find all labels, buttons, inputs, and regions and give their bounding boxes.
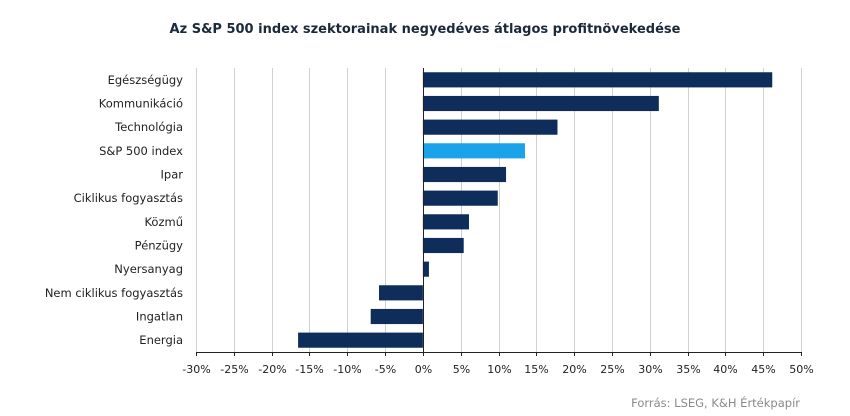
x-tick-label: -15% — [295, 363, 323, 376]
bars — [298, 72, 773, 348]
x-tick-label: 45% — [751, 363, 775, 376]
category-label: S&P 500 index — [99, 144, 183, 158]
bar — [422, 72, 773, 88]
x-tick-label: 40% — [713, 363, 737, 376]
category-label: Nem ciklikus fogyasztás — [45, 286, 183, 300]
category-label: Közmű — [144, 215, 183, 229]
bar — [379, 285, 423, 301]
source-note: Forrás: LSEG, K&H Értékpapír — [631, 395, 800, 410]
x-tick-label: 5% — [453, 363, 470, 376]
bar — [422, 95, 659, 112]
x-tick-label: -25% — [220, 363, 248, 376]
category-label: Ingatlan — [136, 310, 183, 324]
x-tick-label: 30% — [638, 363, 662, 376]
x-tick-label: 25% — [600, 363, 624, 376]
bar — [422, 166, 507, 183]
bar — [422, 261, 429, 277]
x-tick-label: -5% — [375, 363, 396, 376]
bar — [370, 308, 423, 325]
category-label: Ipar — [161, 168, 184, 182]
category-label: Kommunikáció — [99, 97, 183, 111]
category-labels: Egészségügy Kommunikáció Technológia S&P 50… — [45, 73, 183, 347]
bar — [422, 237, 464, 254]
x-tick-label: 20% — [562, 363, 586, 376]
x-tick-label: 0% — [415, 363, 432, 376]
category-label: Ciklikus fogyasztás — [74, 191, 183, 205]
bar — [422, 190, 498, 206]
x-tick-label: 10% — [487, 363, 511, 376]
bar — [422, 119, 558, 135]
x-tick-label: -30% — [182, 363, 210, 376]
category-label: Egészségügy — [108, 73, 184, 87]
x-tick-label: 50% — [789, 363, 813, 376]
x-tick-label: -20% — [258, 363, 286, 376]
category-label: Nyersanyag — [114, 262, 183, 276]
x-tick-label: 15% — [524, 363, 548, 376]
chart-title: Az S&P 500 index szektorainak negyedéves… — [170, 22, 681, 37]
category-label: Pénzügy — [135, 239, 184, 253]
gridlines — [196, 68, 802, 352]
bar — [298, 332, 423, 348]
category-label: Energia — [139, 333, 183, 347]
x-axis: -30% -25% -20% -15% -10% -5% 0% 5% 10% 15% 20% 25% 3… — [182, 68, 814, 376]
bar — [422, 214, 470, 230]
category-label: Technológia — [114, 120, 183, 134]
x-tick-label: -10% — [333, 363, 361, 376]
bar — [422, 143, 525, 159]
x-tick-label: 35% — [676, 363, 700, 376]
